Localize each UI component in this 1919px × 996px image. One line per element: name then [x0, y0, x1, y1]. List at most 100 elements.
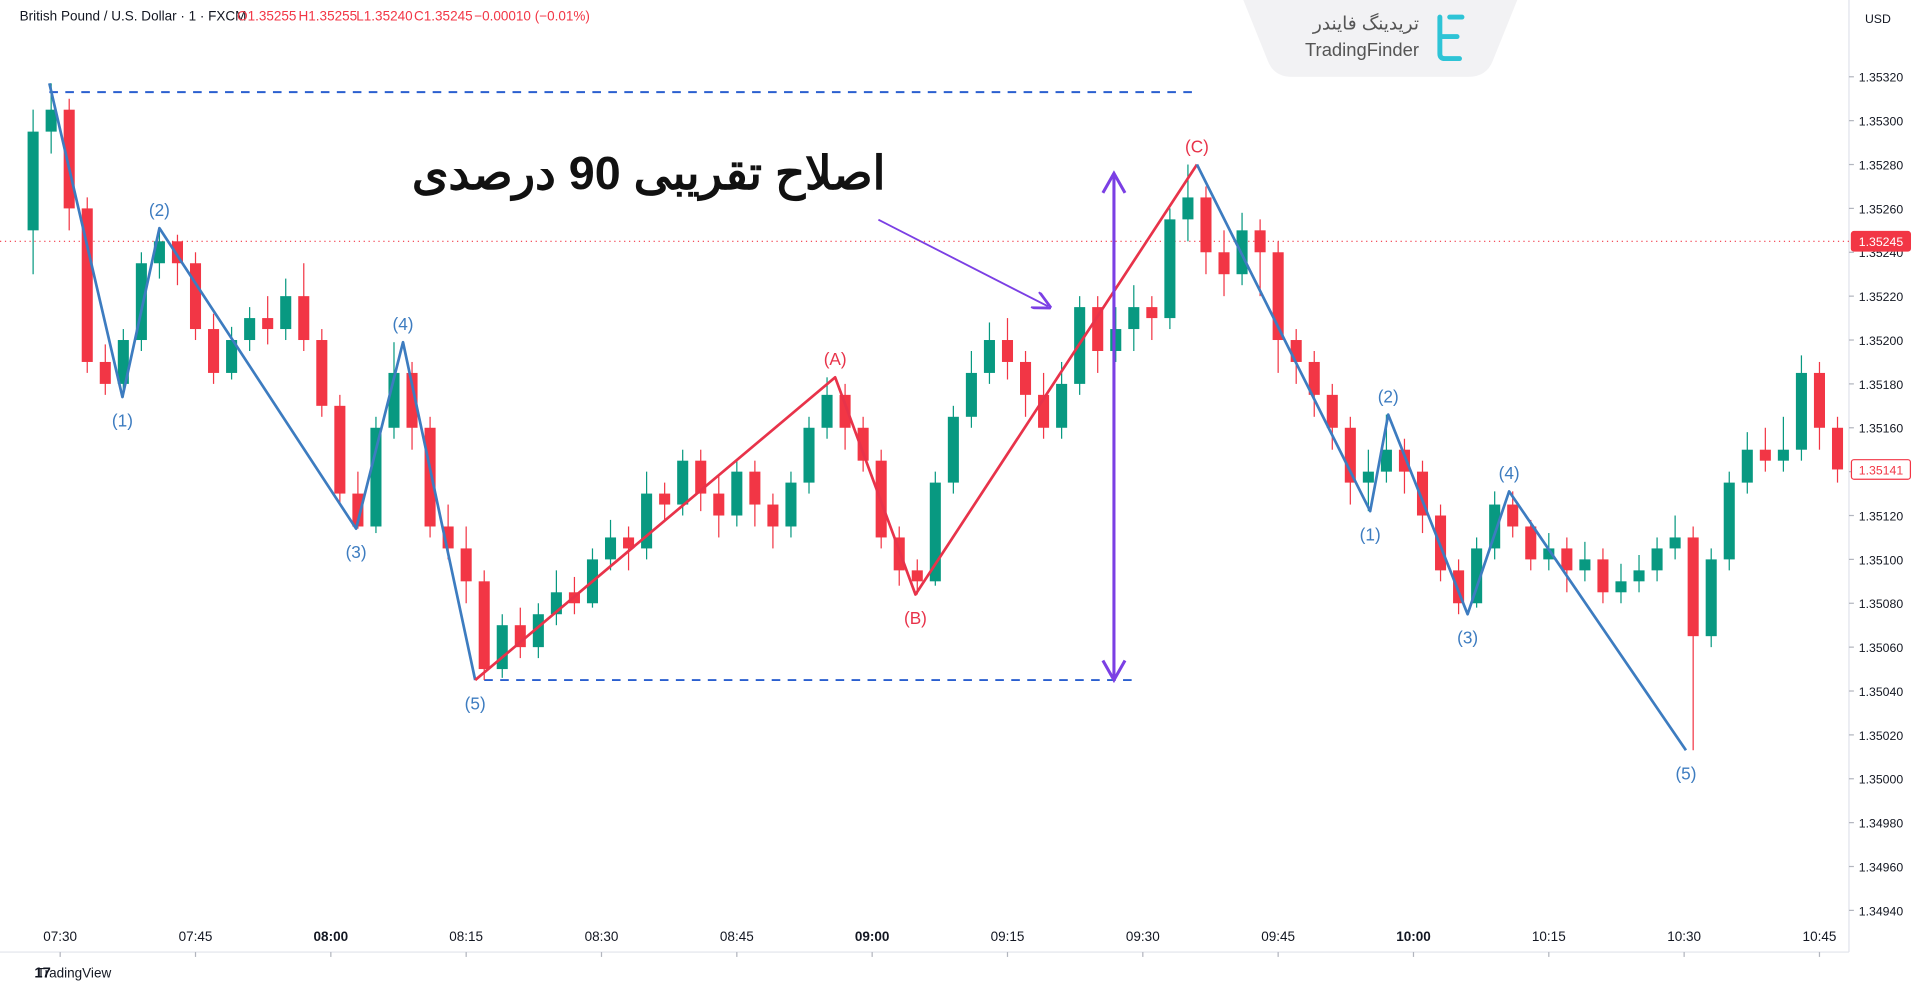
candle-body [1471, 548, 1483, 604]
candle-body [388, 372, 400, 428]
candle-body [695, 460, 707, 494]
candle-body [1525, 526, 1537, 560]
x-tick-label: 09:00 [855, 929, 890, 944]
candle-body [983, 340, 995, 373]
candle-body [785, 482, 797, 527]
candle-body [280, 296, 292, 330]
candle-body [406, 372, 418, 428]
candle-body [1056, 383, 1068, 428]
candle-body [1489, 504, 1501, 549]
candle-body [1597, 559, 1609, 593]
wave-label: (A) [824, 349, 847, 369]
x-tick-label: 08:00 [314, 929, 349, 944]
candle-body [803, 427, 815, 483]
candle-body [27, 131, 39, 231]
y-tick-label: 1.35320 [1859, 71, 1904, 85]
x-tick-label: 08:45 [720, 929, 754, 944]
candle-body [857, 427, 869, 461]
candle-body [208, 329, 220, 373]
candle-body [604, 537, 617, 560]
candle-body [1633, 570, 1645, 582]
candle-body [1453, 570, 1465, 604]
annotation-text: اصلاح تقریبی 90 درصدی [412, 147, 886, 202]
candle-body [262, 318, 274, 330]
price-tag [1850, 230, 1912, 252]
x-tick-label: 10:45 [1803, 929, 1837, 944]
candle-body [1254, 230, 1266, 253]
candle-body [1615, 581, 1627, 593]
candle-body [1398, 449, 1410, 472]
y-tick-label: 1.35120 [1859, 509, 1904, 523]
y-tick-label: 1.35220 [1859, 290, 1904, 304]
candle-body [1092, 307, 1104, 351]
candle-body [1579, 559, 1591, 571]
y-tick-label: 1.35060 [1859, 641, 1904, 655]
candle-body [1182, 197, 1194, 220]
y-tick-label: 1.35200 [1859, 334, 1904, 348]
wave-label: (C) [1185, 136, 1209, 156]
candle-body [1416, 471, 1429, 516]
candle-body [1164, 219, 1176, 319]
candle-body [1759, 449, 1771, 461]
y-tick-label: 1.35260 [1859, 202, 1904, 216]
wave-label: (1) [112, 410, 133, 430]
candle-body [659, 493, 671, 505]
candle-body [244, 318, 256, 341]
x-tick-label: 09:15 [991, 929, 1025, 944]
callout-arrow [877, 218, 1048, 307]
header: British Pound / U.S. Dollar · 1 · FXCM O… [20, 9, 590, 24]
candle-body [1326, 394, 1338, 428]
candle-body [1831, 427, 1844, 470]
x-tick-label: 10:15 [1532, 929, 1566, 944]
candle-body [965, 372, 977, 417]
candle-body [352, 493, 364, 527]
candle-body [1290, 340, 1302, 362]
ohlc-high: H1.35255 [299, 9, 358, 24]
wave-label: (3) [1457, 628, 1478, 648]
y-tick-label: 1.34940 [1859, 904, 1904, 918]
wave-line [1195, 163, 1688, 751]
y-tick-label: 1.35160 [1859, 422, 1904, 436]
arrow-head [1101, 170, 1127, 194]
candle-body [1561, 548, 1573, 571]
candle-body [911, 570, 923, 582]
candle-body [1651, 548, 1663, 571]
candle-body [1001, 340, 1014, 362]
candle-body [514, 625, 526, 648]
candle-body [135, 263, 147, 341]
candle-body [1741, 449, 1753, 483]
price-tag [1850, 459, 1912, 480]
candle-body [117, 340, 129, 384]
candle-body [641, 493, 653, 549]
wave-label: (2) [1378, 386, 1399, 406]
candle-body [1380, 449, 1392, 472]
y-tick-label: 1.35180 [1859, 378, 1904, 392]
ohlc-open: O1.35255 [237, 9, 296, 24]
wave-label: (5) [1675, 764, 1696, 784]
candle-body [496, 625, 508, 670]
candle-body [1705, 559, 1717, 637]
candle-body [226, 340, 238, 373]
wave-label: (5) [465, 693, 486, 713]
currency: USD [1865, 12, 1891, 26]
candle-body [1723, 482, 1735, 560]
x-tick-label: 10:30 [1667, 929, 1701, 944]
candle-body [442, 526, 454, 549]
y-tick-label: 1.35040 [1859, 685, 1904, 699]
price-tag-label: 1.35245 [1859, 235, 1904, 249]
candle-body [424, 427, 436, 527]
candle-body [839, 394, 851, 428]
candle-body [1272, 252, 1284, 341]
x-tick-label: 10:00 [1396, 929, 1431, 944]
candle-body [370, 427, 382, 527]
y-tick-label: 1.35020 [1859, 729, 1904, 743]
candle-body [1218, 252, 1230, 275]
candle-body [1038, 394, 1050, 428]
wave-label: (2) [149, 200, 170, 220]
candle-body [1507, 504, 1519, 527]
candle-body [153, 241, 165, 264]
candle-body [298, 296, 310, 341]
candle-body [1795, 372, 1807, 450]
wave-line [474, 163, 1199, 682]
